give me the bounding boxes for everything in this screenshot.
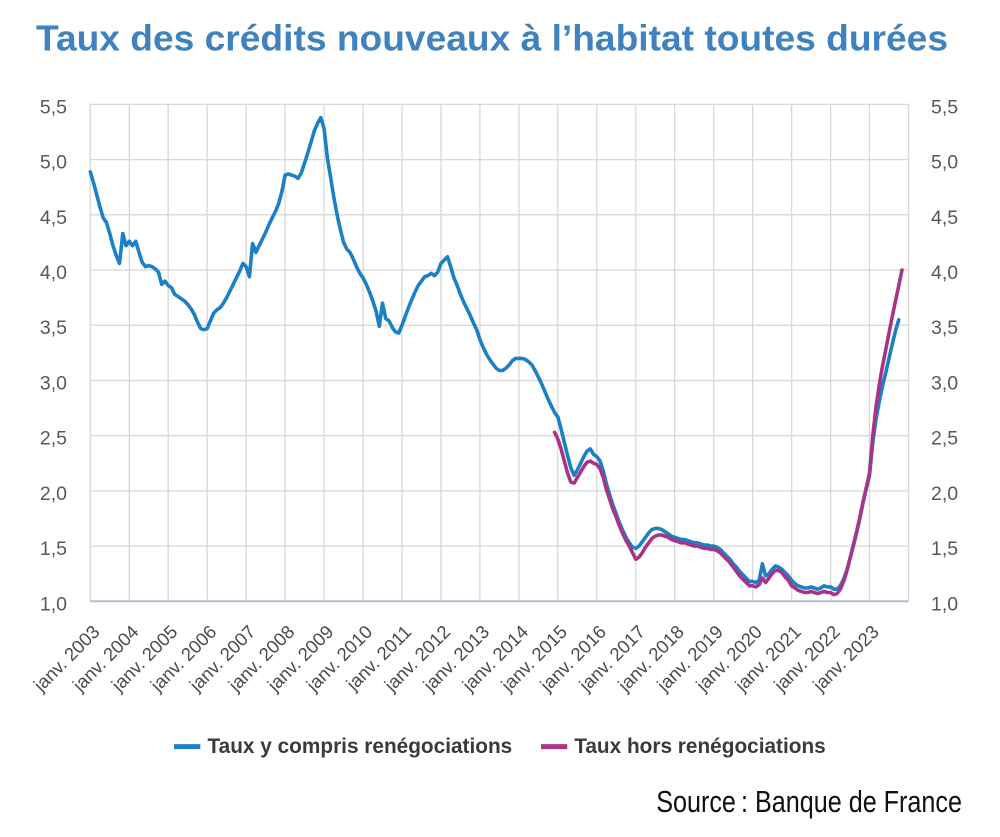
svg-text:4,5: 4,5 [40, 207, 67, 229]
svg-text:1,5: 1,5 [931, 538, 958, 560]
svg-text:1,5: 1,5 [40, 538, 67, 560]
svg-text:Source : Banque de France: Source : Banque de France [656, 785, 962, 819]
svg-text:1,0: 1,0 [40, 593, 67, 615]
svg-text:2,0: 2,0 [40, 483, 67, 505]
svg-text:4,0: 4,0 [931, 262, 958, 284]
svg-text:3,0: 3,0 [931, 373, 958, 395]
svg-text:1,0: 1,0 [931, 593, 958, 615]
svg-text:5,0: 5,0 [40, 152, 67, 174]
svg-text:5,0: 5,0 [931, 152, 958, 174]
svg-text:2,5: 2,5 [40, 428, 67, 450]
svg-text:5,5: 5,5 [40, 96, 67, 118]
svg-text:4,5: 4,5 [931, 207, 958, 229]
svg-text:Taux des crédits nouveaux à l’: Taux des crédits nouveaux à l’habitat to… [36, 18, 948, 59]
svg-text:4,0: 4,0 [40, 262, 67, 284]
svg-text:5,5: 5,5 [931, 96, 958, 118]
svg-text:3,5: 3,5 [931, 317, 958, 339]
svg-text:Taux hors renégociations: Taux hors renégociations [574, 735, 826, 758]
svg-text:2,0: 2,0 [931, 483, 958, 505]
svg-text:2,5: 2,5 [931, 428, 958, 450]
svg-text:Taux y compris renégociations: Taux y compris renégociations [208, 735, 513, 758]
svg-text:3,5: 3,5 [40, 317, 67, 339]
svg-text:3,0: 3,0 [40, 373, 67, 395]
